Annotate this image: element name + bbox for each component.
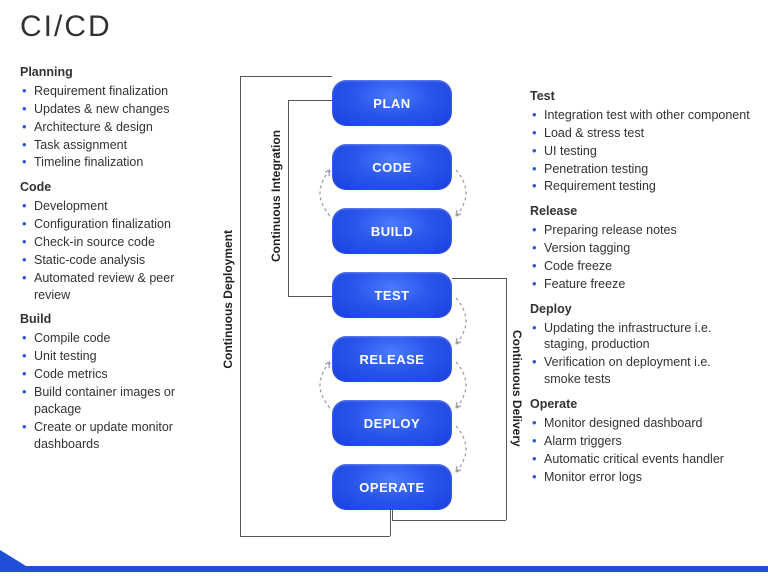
list-item: Code metrics bbox=[20, 366, 185, 383]
list-item: Build container images or package bbox=[20, 384, 185, 418]
list-item: Updates & new changes bbox=[20, 101, 185, 118]
section-heading: Planning bbox=[20, 64, 185, 81]
feedback-arrow bbox=[450, 168, 480, 212]
list-item: Configuration finalization bbox=[20, 216, 185, 233]
list-item: Requirement finalization bbox=[20, 83, 185, 100]
feedback-arrow bbox=[450, 360, 480, 404]
section-list: Preparing release notes Version tagging … bbox=[530, 222, 750, 293]
bracket-label-cdpl: Continuous Deployment bbox=[221, 230, 235, 369]
list-item: Code freeze bbox=[530, 258, 750, 275]
section-heading: Test bbox=[530, 88, 750, 105]
list-item: Load & stress test bbox=[530, 125, 750, 142]
section-list: Development Configuration finalization C… bbox=[20, 198, 185, 303]
stage-plan: PLAN bbox=[332, 80, 452, 126]
list-item: Development bbox=[20, 198, 185, 215]
list-item: Automated review & peer review bbox=[20, 270, 185, 304]
stage-release: RELEASE bbox=[332, 336, 452, 382]
stage-column: PLAN CODE BUILD TEST RELEASE DEPLOY OPER… bbox=[332, 80, 452, 528]
stage-test: TEST bbox=[332, 272, 452, 318]
section-list: Updating the infrastructure i.e. staging… bbox=[530, 320, 750, 389]
list-item: Check-in source code bbox=[20, 234, 185, 251]
list-item: Version tagging bbox=[530, 240, 750, 257]
feedback-arrow bbox=[450, 424, 480, 468]
list-item: Task assignment bbox=[20, 137, 185, 154]
list-item: Preparing release notes bbox=[530, 222, 750, 239]
section-list: Monitor designed dashboard Alarm trigger… bbox=[530, 415, 750, 486]
feedback-arrow bbox=[450, 296, 480, 340]
footer-corner bbox=[0, 550, 26, 566]
list-item: Architecture & design bbox=[20, 119, 185, 136]
bracket-label-ci: Continuous Integration bbox=[269, 130, 283, 262]
list-item: Integration test with other component bbox=[530, 107, 750, 124]
left-column: Planning Requirement finalization Update… bbox=[20, 64, 185, 453]
section-heading: Release bbox=[530, 203, 750, 220]
bracket-line bbox=[288, 100, 289, 296]
list-item: Feature freeze bbox=[530, 276, 750, 293]
list-item: Alarm triggers bbox=[530, 433, 750, 450]
list-item: Timeline finalization bbox=[20, 154, 185, 171]
footer-bar bbox=[0, 566, 768, 572]
list-item: Penetration testing bbox=[530, 161, 750, 178]
page-title: CI/CD bbox=[20, 10, 112, 44]
stage-operate: OPERATE bbox=[332, 464, 452, 510]
section-list: Integration test with other component Lo… bbox=[530, 107, 750, 195]
bracket-line bbox=[392, 510, 393, 520]
bracket-label-cdel: Continuous Delivery bbox=[510, 330, 524, 447]
section-list: Compile code Unit testing Code metrics B… bbox=[20, 330, 185, 452]
section-heading: Operate bbox=[530, 396, 750, 413]
list-item: UI testing bbox=[530, 143, 750, 160]
list-item: Monitor designed dashboard bbox=[530, 415, 750, 432]
bracket-line bbox=[452, 278, 506, 279]
stage-deploy: DEPLOY bbox=[332, 400, 452, 446]
list-item: Unit testing bbox=[20, 348, 185, 365]
list-item: Updating the infrastructure i.e. staging… bbox=[530, 320, 750, 354]
bracket-line bbox=[240, 76, 332, 77]
bracket-line bbox=[288, 100, 332, 101]
bracket-line bbox=[392, 520, 506, 521]
list-item: Automatic critical events handler bbox=[530, 451, 750, 468]
stage-build: BUILD bbox=[332, 208, 452, 254]
list-item: Static-code analysis bbox=[20, 252, 185, 269]
bracket-line bbox=[390, 510, 391, 536]
list-item: Requirement testing bbox=[530, 178, 750, 195]
stage-code: CODE bbox=[332, 144, 452, 190]
section-heading: Build bbox=[20, 311, 185, 328]
list-item: Monitor error logs bbox=[530, 469, 750, 486]
bracket-line bbox=[288, 296, 332, 297]
section-heading: Code bbox=[20, 179, 185, 196]
section-heading: Deploy bbox=[530, 301, 750, 318]
bracket-line bbox=[240, 536, 390, 537]
list-item: Compile code bbox=[20, 330, 185, 347]
bracket-line bbox=[506, 278, 507, 520]
bracket-line bbox=[240, 76, 241, 536]
list-item: Verification on deployment i.e. smoke te… bbox=[530, 354, 750, 388]
right-column: Test Integration test with other compone… bbox=[530, 88, 750, 486]
section-list: Requirement finalization Updates & new c… bbox=[20, 83, 185, 171]
list-item: Create or update monitor dashboards bbox=[20, 419, 185, 453]
